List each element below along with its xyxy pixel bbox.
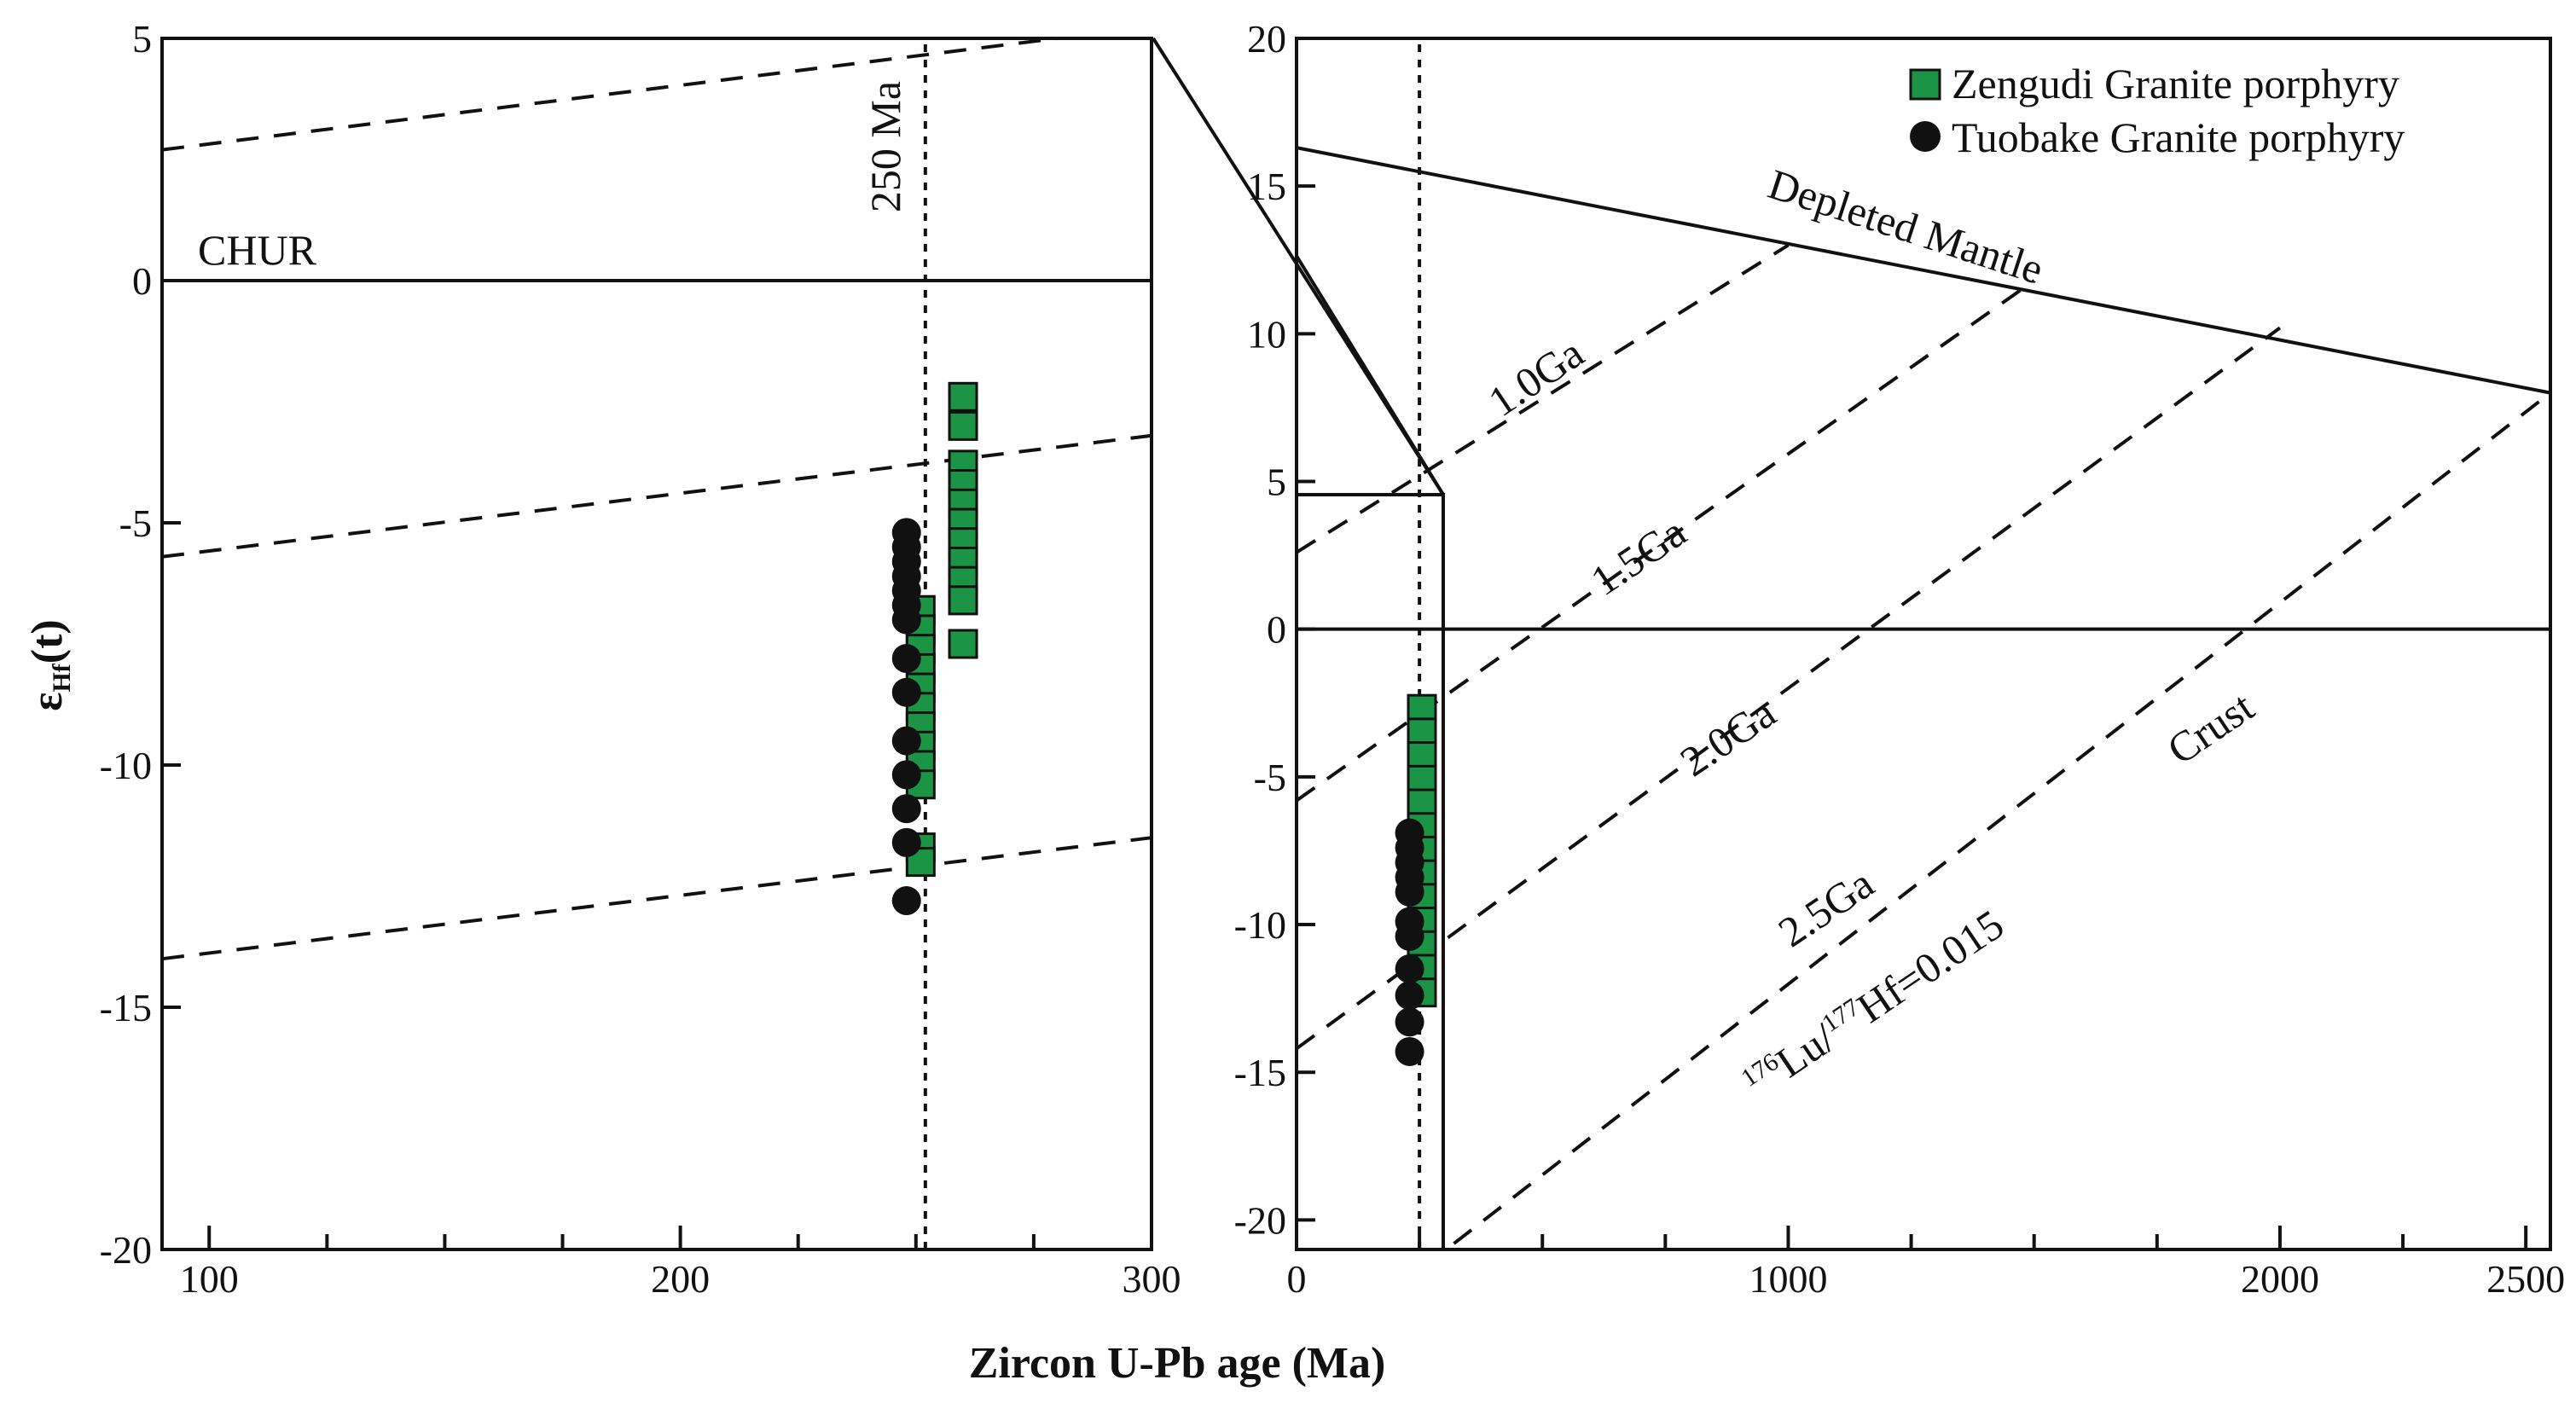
y-axis-label-suffix: (t) xyxy=(23,619,72,664)
zengudi-data-point xyxy=(905,847,936,878)
tuobake-data-point xyxy=(1395,954,1424,983)
zengudi-data-point xyxy=(948,585,978,616)
tuobake-data-point xyxy=(891,794,921,824)
tuobake-data-point xyxy=(891,760,921,790)
zengudi-data-point xyxy=(948,381,978,412)
legend-square-marker xyxy=(1909,68,1941,101)
x-tick-label: 2500 xyxy=(2486,1257,2565,1301)
left-plot-frame xyxy=(160,37,1153,1251)
zoom-connector-bottom xyxy=(1295,254,1445,496)
legend-label-tuobake: Tuobake Granite porphyry xyxy=(1952,113,2405,161)
y-axis-label: εHf(t) xyxy=(23,619,76,711)
y-tick-label: -20 xyxy=(1234,1198,1286,1242)
x-tick-label: 100 xyxy=(180,1257,239,1301)
crust-label: Crust xyxy=(2159,682,2262,774)
y-tick-label: -5 xyxy=(119,501,152,545)
y-axis-label-subscript: Hf xyxy=(48,663,76,692)
y-tick-label: 5 xyxy=(1267,461,1286,504)
tuobake-data-point xyxy=(1395,1036,1424,1066)
x-tick-label: 200 xyxy=(651,1257,710,1301)
tuobake-data-point xyxy=(891,886,921,916)
left-axis-ticks xyxy=(162,37,1153,1251)
zengudi-data-point xyxy=(948,410,978,441)
depleted-mantle-label: Depleted Mantle xyxy=(1763,159,2050,293)
y-axis-label-epsilon: ε xyxy=(23,693,72,711)
tuobake-data-point xyxy=(1395,877,1424,907)
evolution-line-2-0ga xyxy=(1295,326,2282,1051)
reference-line-middle xyxy=(161,433,1152,559)
right-axis-ticks xyxy=(1295,37,2528,1249)
legend-circle-marker xyxy=(1910,121,1941,152)
reference-line-lower xyxy=(161,836,1152,961)
y-tick-label: 10 xyxy=(1247,312,1286,356)
tuobake-data-point xyxy=(891,677,921,707)
y-tick-label: 15 xyxy=(1247,165,1286,208)
y-tick-label: 0 xyxy=(1267,608,1286,652)
tuobake-data-point xyxy=(891,827,921,857)
y-tick-label: 0 xyxy=(132,259,152,303)
evolution-label-2-5ga: 2.5Ga xyxy=(1770,859,1882,956)
y-tick-label: -5 xyxy=(1254,756,1286,799)
zengudi-data-point xyxy=(948,629,978,659)
tuobake-data-point xyxy=(1395,981,1424,1011)
zoom-inset-box xyxy=(1297,493,1445,1251)
x-tick-label: 300 xyxy=(1123,1257,1181,1301)
reference-line-upper xyxy=(161,37,1058,152)
chur-label: CHUR xyxy=(198,226,317,274)
tuobake-data-point xyxy=(891,726,921,756)
tuobake-data-point xyxy=(1395,1007,1424,1037)
x-tick-label: 2000 xyxy=(2241,1257,2319,1301)
y-tick-label: -15 xyxy=(100,986,152,1029)
depleted-mantle-line xyxy=(1296,146,2551,395)
left-panel: CHUR 250 Ma 100 200 300 5 0 -5 -10 -15 -… xyxy=(23,17,1181,1301)
y-tick-label: 5 xyxy=(132,17,152,61)
y-tick-label: -20 xyxy=(100,1228,152,1272)
age-250ma-label: 250 Ma xyxy=(862,81,909,212)
right-plot-frame xyxy=(1295,37,2552,1251)
lu-hf-ratio-label: 176Lu/177Hf=0.015 xyxy=(1736,900,2012,1108)
x-tick-label: 0 xyxy=(1287,1257,1307,1301)
y-tick-label: -15 xyxy=(1234,1051,1286,1094)
y-tick-label: 20 xyxy=(1247,17,1286,61)
tuobake-data-point xyxy=(1395,921,1424,951)
evolution-label-1-0ga: 1.0Ga xyxy=(1480,328,1592,426)
tuobake-data-point xyxy=(891,644,921,674)
x-axis-label: Zircon U-Pb age (Ma) xyxy=(969,1339,1386,1388)
evolution-label-1-5ga: 1.5Ga xyxy=(1582,507,1694,605)
evolution-line-2-5ga xyxy=(1453,391,2552,1245)
y-tick-label: -10 xyxy=(100,744,152,787)
x-tick-label: 1000 xyxy=(1749,1257,1827,1301)
right-data-points xyxy=(1395,693,1437,1066)
right-panel: Depleted Mantle 1.0Ga 1.5Ga 2.0Ga 2.5Ga … xyxy=(1234,17,2566,1301)
y-tick-label: -10 xyxy=(1234,903,1286,947)
evolution-line-1-0ga xyxy=(1295,243,1790,554)
legend: Zengudi Granite porphyry Tuobake Granite… xyxy=(1909,60,2405,161)
legend-label-zengudi: Zengudi Granite porphyry xyxy=(1952,60,2399,107)
left-data-points xyxy=(891,381,978,916)
tuobake-data-point xyxy=(891,605,921,635)
